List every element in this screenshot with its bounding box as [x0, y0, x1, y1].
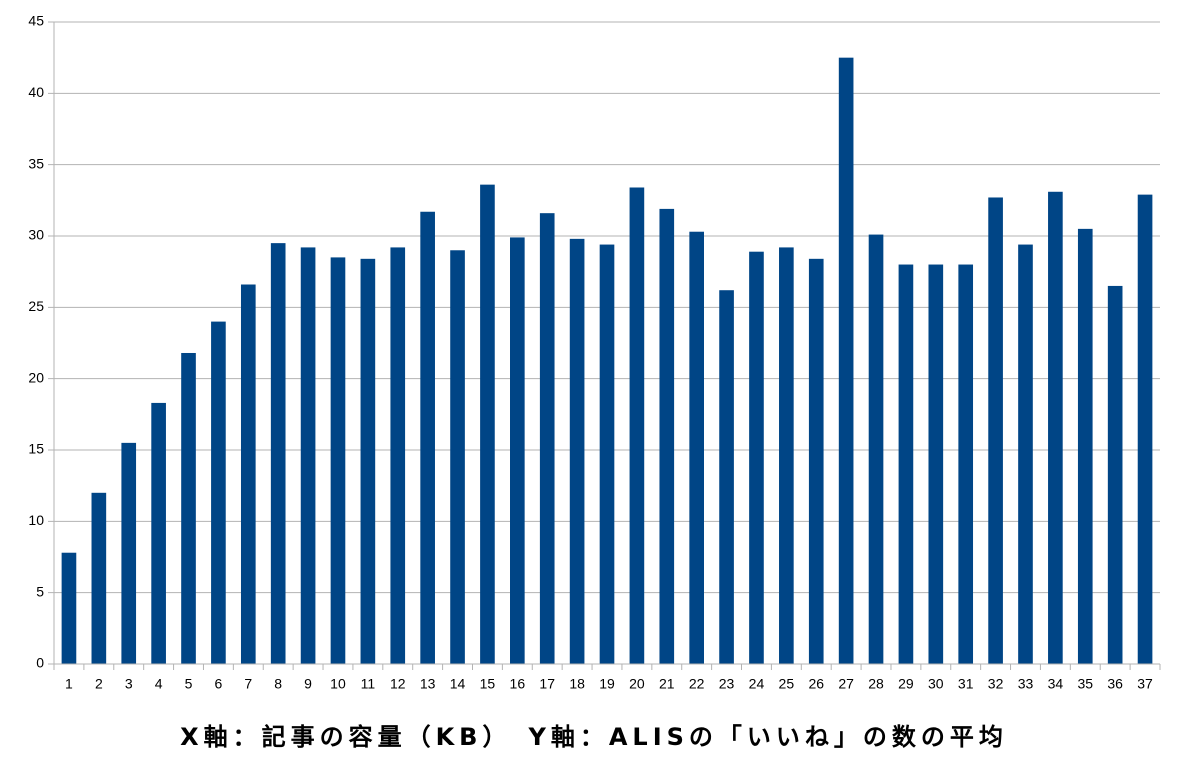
x-tick-label: 31	[958, 676, 974, 692]
x-tick-label: 7	[244, 676, 252, 692]
bar	[330, 257, 346, 664]
x-tick-label: 30	[928, 676, 944, 692]
bar	[1048, 191, 1063, 665]
x-tick-label: 15	[480, 676, 496, 692]
bar	[360, 258, 376, 664]
x-tick-label: 9	[304, 676, 312, 692]
bar	[390, 247, 406, 664]
y-tick-label: 35	[28, 155, 44, 171]
x-tick-label: 23	[719, 676, 735, 692]
x-tick-label: 6	[215, 676, 223, 692]
x-tick-label: 19	[599, 676, 615, 692]
bar	[779, 247, 794, 664]
bar	[240, 284, 256, 664]
y-tick-label: 0	[36, 655, 44, 671]
bar	[629, 187, 645, 664]
x-tick-label: 14	[450, 676, 466, 692]
bar	[838, 57, 854, 664]
bar	[211, 321, 226, 664]
x-tick-label: 34	[1048, 676, 1064, 692]
x-tick-label: 13	[420, 676, 436, 692]
bar	[569, 238, 585, 664]
bar	[121, 442, 137, 664]
bar	[1018, 244, 1033, 664]
bar	[270, 243, 286, 664]
x-tick-label: 35	[1077, 676, 1093, 692]
bar	[151, 402, 166, 664]
bar	[181, 352, 196, 664]
y-tick-label: 10	[28, 512, 44, 528]
x-axis-label: X軸：記事の容量（KB） Y軸：ALISの「いいね」の数の平均	[180, 723, 1008, 751]
bar	[450, 250, 465, 664]
bar	[510, 237, 525, 664]
bar	[599, 244, 615, 664]
y-tick-label: 20	[28, 369, 44, 385]
y-tick-label: 5	[36, 583, 44, 599]
x-tick-label: 37	[1137, 676, 1153, 692]
bar	[988, 197, 1003, 665]
x-tick-label: 28	[868, 676, 884, 692]
x-tick-label: 16	[510, 676, 526, 692]
x-tick-label: 22	[689, 676, 705, 692]
x-tick-label: 29	[898, 676, 914, 692]
x-tick-label: 36	[1107, 676, 1123, 692]
x-tick-label: 27	[838, 676, 854, 692]
bar	[958, 264, 974, 664]
bar	[868, 234, 884, 664]
x-tick-label: 12	[390, 676, 406, 692]
x-tick-label: 26	[808, 676, 824, 692]
y-tick-label: 40	[28, 84, 44, 100]
bar	[1077, 228, 1093, 664]
x-tick-label: 1	[65, 676, 73, 692]
x-tick-label: 4	[155, 676, 163, 692]
bar	[689, 231, 704, 664]
bar	[300, 247, 316, 664]
x-tick-label: 21	[659, 676, 675, 692]
x-tick-label: 32	[988, 676, 1004, 692]
bar	[1137, 194, 1153, 665]
x-tick-label: 33	[1018, 676, 1034, 692]
bar	[898, 264, 914, 664]
x-tick-label: 25	[779, 676, 795, 692]
bar	[719, 290, 734, 664]
x-tick-label: 2	[95, 676, 103, 692]
x-tick-label: 3	[125, 676, 133, 692]
y-tick-label: 25	[28, 298, 44, 314]
x-tick-label: 10	[330, 676, 346, 692]
x-tick-label: 11	[361, 676, 376, 692]
y-tick-label: 15	[28, 441, 44, 457]
bar	[1107, 285, 1123, 664]
x-tick-label: 18	[569, 676, 585, 692]
x-tick-label: 24	[749, 676, 765, 692]
y-tick-label: 30	[28, 227, 44, 243]
bar	[539, 213, 555, 664]
x-tick-label: 17	[539, 676, 555, 692]
bar	[749, 251, 764, 664]
y-tick-label: 45	[28, 13, 44, 29]
bar	[91, 492, 107, 664]
bar	[659, 208, 675, 665]
bar	[808, 258, 824, 664]
bar	[928, 264, 944, 664]
x-tick-label: 20	[629, 676, 645, 692]
bar	[420, 211, 435, 664]
bar	[480, 184, 495, 664]
x-tick-label: 8	[274, 676, 282, 692]
bar	[61, 552, 77, 664]
x-tick-label: 5	[185, 676, 193, 692]
